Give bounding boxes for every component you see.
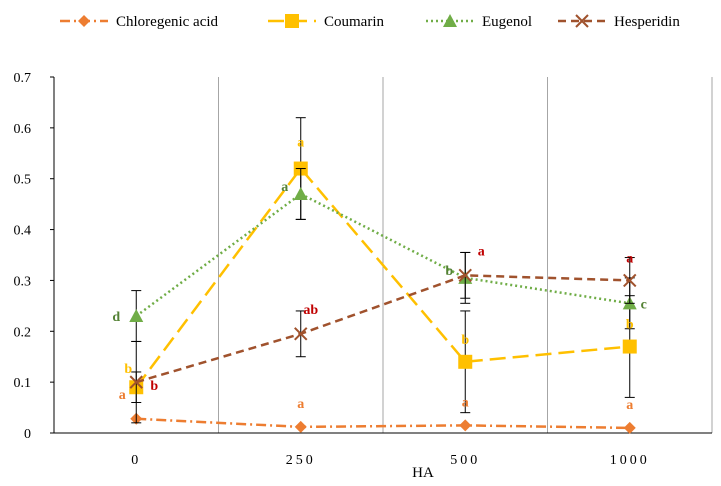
legend-label: Eugenol	[482, 14, 532, 30]
legend-item: Hesperidin	[558, 14, 680, 30]
y-tick-label: 0.6	[14, 122, 32, 137]
gridlines	[218, 77, 713, 433]
series	[130, 412, 636, 434]
data-point	[458, 354, 473, 369]
y-tick-label: 0	[24, 427, 31, 442]
significance-label: a	[119, 388, 126, 403]
legend-item: Chloregenic acid	[60, 14, 219, 30]
data-point	[129, 375, 143, 389]
x-axis-title: HA	[412, 465, 434, 481]
significance-label: b	[124, 362, 132, 377]
significance-label: c	[641, 297, 647, 312]
significance-label: a	[626, 251, 633, 266]
significance-label: b	[150, 379, 158, 394]
series-line	[135, 274, 630, 384]
significance-label: a	[478, 244, 485, 259]
y-tick-label: 0.2	[14, 325, 32, 340]
axes: 0 0.1 0.2 0.3 0.4 0.5 0.6 0.7 0 250 500 1000	[14, 71, 712, 468]
series-line	[136, 417, 630, 430]
legend-item: Coumarin	[268, 14, 384, 30]
legend-label: Hesperidin	[614, 14, 680, 30]
significance-label: a	[281, 180, 288, 195]
data-point	[293, 186, 308, 200]
significance-label: ab	[303, 303, 318, 318]
significance-label: d	[112, 310, 120, 325]
data-point	[129, 309, 144, 323]
x-tick-label: 250	[286, 453, 316, 468]
data-point	[294, 327, 308, 341]
legend-marker	[285, 14, 299, 28]
y-tick-label: 0.5	[14, 173, 32, 188]
series-line	[135, 166, 630, 388]
legend-item: Eugenol	[426, 14, 532, 30]
legend-marker	[575, 14, 589, 28]
significance-label: b	[626, 318, 634, 333]
significance-label: a	[297, 136, 304, 151]
data-point	[459, 419, 472, 432]
series	[129, 251, 637, 424]
x-tick-label: 500	[450, 453, 480, 468]
legend: Chloregenic acid Coumarin Eugenol Hesperidi…	[60, 14, 680, 30]
significance-label: a	[462, 395, 469, 410]
significance-label: a	[297, 397, 304, 412]
y-tick-label: 0.4	[14, 224, 32, 239]
significance-label: b	[445, 264, 453, 279]
legend-marker	[78, 15, 90, 27]
x-tick-label: 1000	[610, 453, 650, 468]
y-tick-label: 0.1	[14, 376, 32, 391]
data-point	[458, 268, 472, 283]
y-tick-label: 0.3	[14, 274, 32, 289]
legend-marker	[443, 14, 457, 27]
legend-label: Chloregenic acid	[116, 14, 219, 30]
x-tick-label: 0	[131, 453, 141, 468]
data-point	[623, 421, 636, 434]
series-layer	[129, 117, 637, 434]
data-point	[622, 339, 637, 354]
data-point	[294, 420, 307, 433]
significance-label: a	[626, 398, 633, 413]
data-point	[623, 273, 637, 288]
legend-label: Coumarin	[324, 14, 384, 30]
significance-label: b	[461, 333, 469, 348]
y-tick-label: 0.7	[14, 71, 32, 86]
